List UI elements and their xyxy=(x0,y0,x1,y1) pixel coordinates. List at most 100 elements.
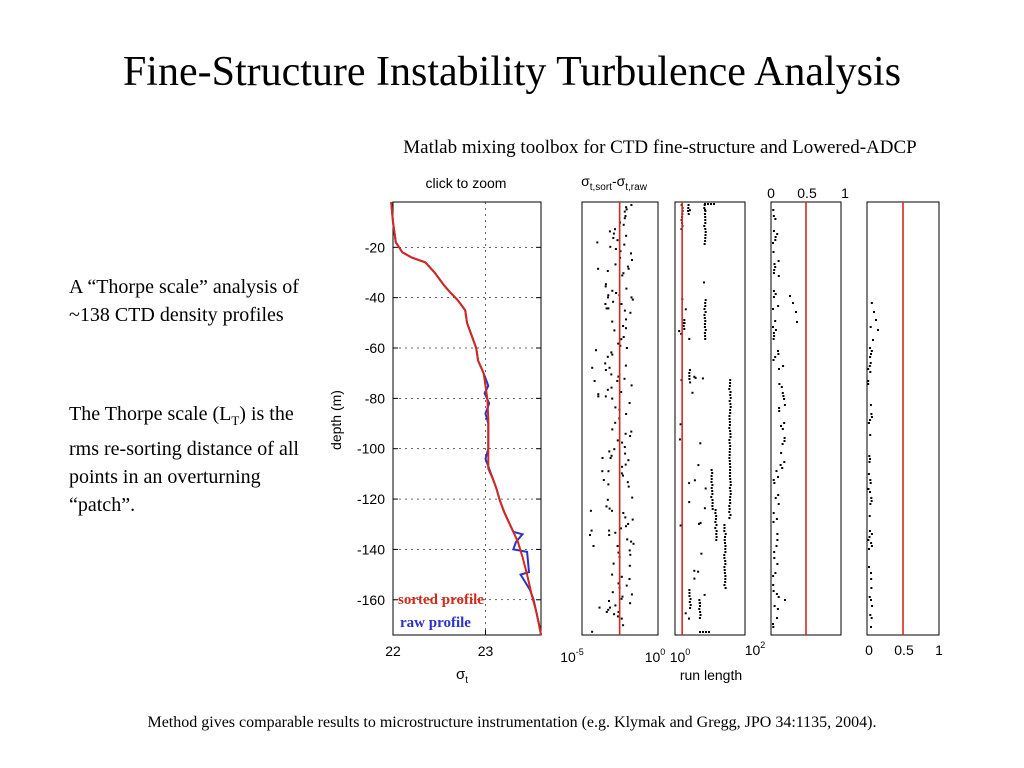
run-length-point xyxy=(678,438,681,441)
fraction-a-point xyxy=(778,383,781,385)
run-length-point xyxy=(729,391,732,393)
run-length-point xyxy=(729,490,732,492)
fraction-b-point xyxy=(869,362,872,364)
fraction-a-point xyxy=(772,512,775,514)
sigma-difference-point xyxy=(607,470,610,473)
run-length-point xyxy=(711,490,714,492)
sigma-difference-point xyxy=(630,384,633,387)
sigma-difference-point xyxy=(612,237,615,239)
fraction-b-point xyxy=(870,353,872,355)
run-length-point xyxy=(703,281,705,284)
sigma-difference-point xyxy=(607,307,610,310)
x-tick-label: 23 xyxy=(478,643,494,659)
fraction-a-point xyxy=(777,503,780,505)
run-length-point xyxy=(715,539,718,541)
run-length-point xyxy=(688,617,690,620)
run-length-point xyxy=(687,210,690,212)
sigma-difference-point xyxy=(604,362,607,365)
x-label-sub: t xyxy=(465,675,468,686)
run-length-point xyxy=(728,451,731,453)
fraction-a-point xyxy=(778,410,781,412)
run-length-point xyxy=(682,325,685,327)
run-length-point xyxy=(723,530,726,532)
fraction-a-point xyxy=(780,425,782,427)
sigma-difference-point xyxy=(611,397,614,400)
sigma-difference-point xyxy=(611,591,614,594)
sigma-difference-point xyxy=(616,380,619,382)
run-length-point xyxy=(678,330,681,333)
sigma-difference-point xyxy=(616,439,619,442)
run-length-point xyxy=(699,442,702,445)
sigma-difference-point xyxy=(597,267,600,270)
sigma-difference-point xyxy=(627,459,630,462)
y-axis-label: depth (m) xyxy=(328,390,344,450)
paragraph-2-start: The Thorpe scale (L xyxy=(69,403,232,425)
run-length-point xyxy=(715,524,718,526)
run-length-point xyxy=(714,518,717,520)
run-length-point xyxy=(699,605,701,607)
run-length-point xyxy=(723,572,726,574)
tick-base: 10 xyxy=(560,649,576,665)
fraction-b-point xyxy=(870,587,873,589)
bottom-tick-1: 1 xyxy=(935,642,943,658)
sigma-difference-point xyxy=(612,562,615,565)
run-length-point xyxy=(728,442,731,444)
fraction-b-point xyxy=(867,422,870,424)
run-length-point xyxy=(724,587,727,589)
fraction-a-point xyxy=(792,302,794,304)
fraction-b-point xyxy=(868,455,871,457)
run-length-point xyxy=(693,569,696,572)
run-length-point xyxy=(728,499,731,501)
density-plot-frame xyxy=(392,201,542,636)
run-length-point xyxy=(683,322,685,325)
sigma-difference-point xyxy=(614,604,617,607)
run-length-point xyxy=(729,514,732,516)
sigma-difference-point xyxy=(611,428,614,431)
density-x-ticks: 22 23 xyxy=(385,202,493,659)
x-tick-label: 22 xyxy=(385,643,401,659)
sigma-difference-point xyxy=(602,479,605,481)
fraction-a-point xyxy=(774,239,777,241)
fraction-b-point xyxy=(869,326,872,328)
sigma-difference-point xyxy=(631,518,634,521)
sigma-difference-point xyxy=(605,505,608,508)
density-profile-lines xyxy=(390,201,542,636)
run-length-point xyxy=(711,502,714,504)
description-paragraph-2: The Thorpe scale (LT) is the rms re-sort… xyxy=(69,400,319,519)
sigma-difference-point xyxy=(631,259,633,261)
run-length-point xyxy=(703,332,706,334)
bottom-tick-0: 0 xyxy=(865,642,873,658)
fraction-a-point xyxy=(772,230,775,232)
run-length-point xyxy=(710,487,713,489)
sigma-difference-point xyxy=(625,234,628,237)
fraction-b-point xyxy=(869,458,871,460)
title-sigma-1: σ xyxy=(581,173,590,189)
sigma-difference-point xyxy=(624,215,627,217)
sigma-difference-point xyxy=(614,406,617,409)
y-tick-label: -100 xyxy=(357,441,385,457)
run-length-point xyxy=(724,581,727,583)
run-length-point xyxy=(688,589,691,591)
sigma-difference-point xyxy=(629,435,632,437)
sigma-difference-point xyxy=(601,470,604,473)
run-length-point xyxy=(699,611,702,613)
run-length-point xyxy=(724,548,727,550)
fraction-b-point xyxy=(869,503,872,505)
run-length-point xyxy=(704,203,706,205)
sigma-difference-point xyxy=(608,529,611,532)
sigma-difference-point xyxy=(629,602,632,605)
fraction-a-point xyxy=(784,599,786,601)
fraction-a-point xyxy=(774,266,777,268)
run-length-point xyxy=(723,524,726,526)
fraction-b-point xyxy=(867,383,870,385)
sigma-difference-point xyxy=(617,551,620,554)
sigma-difference-point xyxy=(606,355,609,358)
run-length-point xyxy=(679,423,682,426)
density-panel[interactable]: click to zoom -20 -40 -60 -80 -100 -120 -140 -1… xyxy=(328,175,542,686)
sigma-difference-point xyxy=(592,545,595,547)
click-to-zoom-label[interactable]: click to zoom xyxy=(426,175,507,191)
run-length-point xyxy=(697,464,700,467)
fraction-b-point xyxy=(869,434,872,436)
run-length-point xyxy=(703,593,706,596)
fraction-a-point xyxy=(776,233,779,235)
